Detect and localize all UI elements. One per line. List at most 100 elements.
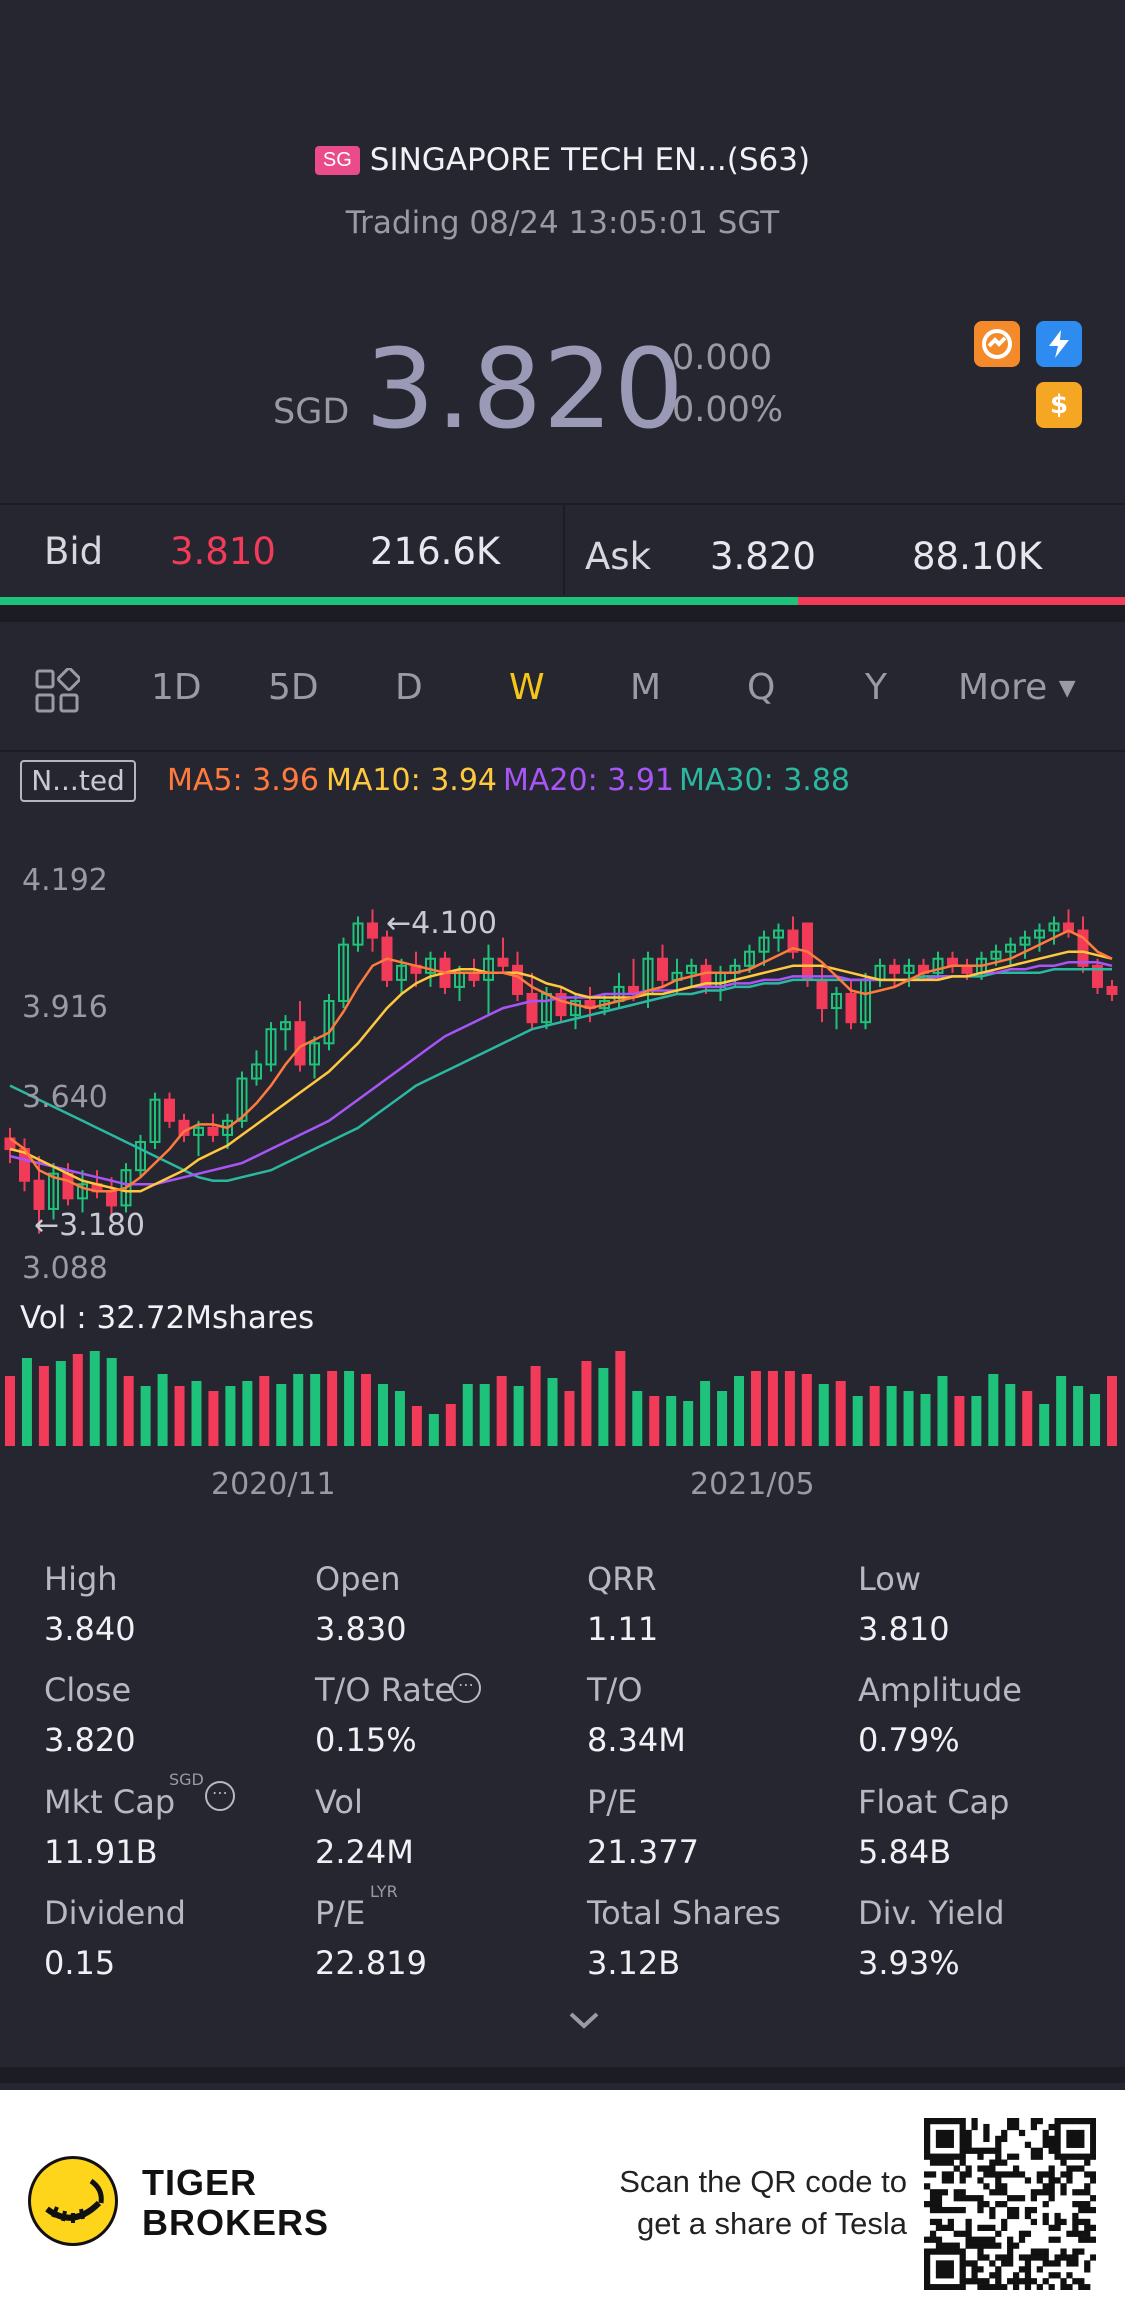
volume-bar [920,1394,931,1446]
ma5-value: MA5: 3.96 [167,763,319,798]
volume-bar [1022,1391,1033,1446]
candle [889,964,900,974]
chevron-down-icon: ▼ [1058,676,1076,701]
stat-value: 3.840 [44,1610,136,1648]
volume-bar [377,1384,388,1446]
ma5-line [9,929,1113,1193]
stat-label: P/E [315,1894,366,1932]
volume-bar [700,1381,711,1446]
candle [758,936,770,953]
stat-label: T/O [587,1671,643,1709]
tab-y[interactable]: Y [865,667,887,708]
stat-label: QRR [587,1560,657,1598]
stat-label: T/O Rate [315,1671,455,1709]
stat-label: Div. Yield [858,1894,1005,1932]
tab-q[interactable]: Q [747,667,776,708]
volume-bar [89,1351,100,1446]
volume-bar [767,1371,778,1446]
volume-bar [327,1371,338,1446]
candle [323,1000,335,1045]
volume-bar [835,1381,846,1446]
ask-price: 3.820 [710,535,816,578]
tab-5d[interactable]: 5D [268,667,319,708]
brand-name-line2: BROKERS [142,2202,330,2243]
volume-bar [632,1391,643,1446]
volume-bar [21,1358,32,1446]
volume-bar [530,1366,541,1446]
volume-bar [208,1391,219,1446]
candle [265,1028,277,1066]
volume-bar [1073,1386,1084,1446]
tab-more[interactable]: More ▼ [958,667,1076,708]
candle [77,1183,88,1200]
volume-bar [615,1351,626,1446]
stat-label: Dividend [44,1894,186,1932]
volume-bar [971,1396,982,1446]
dollar-icon[interactable]: $ [1036,382,1082,428]
stock-title: SG SINGAPORE TECH EN...(S63) [0,142,1125,178]
lightning-icon[interactable] [1036,321,1082,367]
bid-ratio-bar [0,597,798,605]
volume-bar [394,1391,405,1446]
candlestick-chart[interactable]: 4.192 3.916 3.640 3.088 ←4.100 ←3.180 [0,850,1125,1290]
candle [497,957,509,967]
adjust-mode-button[interactable]: N...ted [20,760,136,802]
volume-bar [903,1391,914,1446]
candle [251,1063,262,1080]
tab-1d[interactable]: 1D [151,667,202,708]
candle [1048,922,1060,932]
stat-value: 8.34M [587,1721,686,1759]
volume-bar [954,1396,965,1446]
y-tick: 3.088 [22,1251,108,1286]
candle [555,992,567,1017]
candle [526,992,538,1024]
candle [1034,929,1045,939]
volume-bar [259,1376,270,1446]
volume-bar [5,1376,15,1446]
volume-bar [734,1376,745,1446]
stat-label: Mkt Cap [44,1783,176,1821]
high-annotation: ←4.100 [386,906,497,941]
stat-label: Total Shares [587,1894,781,1932]
volume-bar [55,1361,66,1446]
candle [352,922,364,946]
low-annotation: ←3.180 [34,1208,145,1243]
boost-icon[interactable] [974,321,1020,367]
ask-size: 88.10K [912,535,1043,578]
stock-name: SINGAPORE TECH EN...(S63) [369,142,811,178]
layout-grid-icon[interactable] [34,667,81,718]
candle [425,957,436,974]
stat-value: 5.84B [858,1833,952,1871]
candle [773,929,784,939]
stat-label: Vol [315,1783,363,1821]
volume-chart [5,1351,1117,1446]
candle [816,978,828,1010]
x-axis-label: 2021/05 [690,1467,815,1502]
volume-bar [750,1371,761,1446]
ask-ratio-bar [798,597,1125,605]
market-badge: SG [314,146,360,175]
volume-bar [666,1396,677,1446]
volume-bar [1005,1384,1016,1446]
volume-bar [157,1374,168,1446]
volume-bar [1090,1394,1101,1446]
volume-bar [801,1374,812,1446]
candle [207,1126,219,1136]
candle [309,1042,320,1066]
info-icon[interactable]: ⋯ [451,1673,481,1703]
x-axis-label: 2020/11 [211,1467,336,1502]
tab-d[interactable]: D [395,667,423,708]
tab-m[interactable]: M [630,667,662,708]
tab-more-label: More [958,667,1048,708]
candle [831,992,842,1010]
divider [0,750,1125,752]
volume-bar [242,1381,253,1446]
price-change-percent: 0.00% [672,390,784,430]
qr-code[interactable] [924,2118,1096,2290]
volume-bar [581,1361,592,1446]
info-icon[interactable]: ⋯ [205,1781,235,1811]
expand-chevron-icon[interactable] [567,2010,601,2036]
stat-value: 3.820 [44,1721,136,1759]
tab-w[interactable]: W [509,667,545,708]
divider [0,503,1125,505]
